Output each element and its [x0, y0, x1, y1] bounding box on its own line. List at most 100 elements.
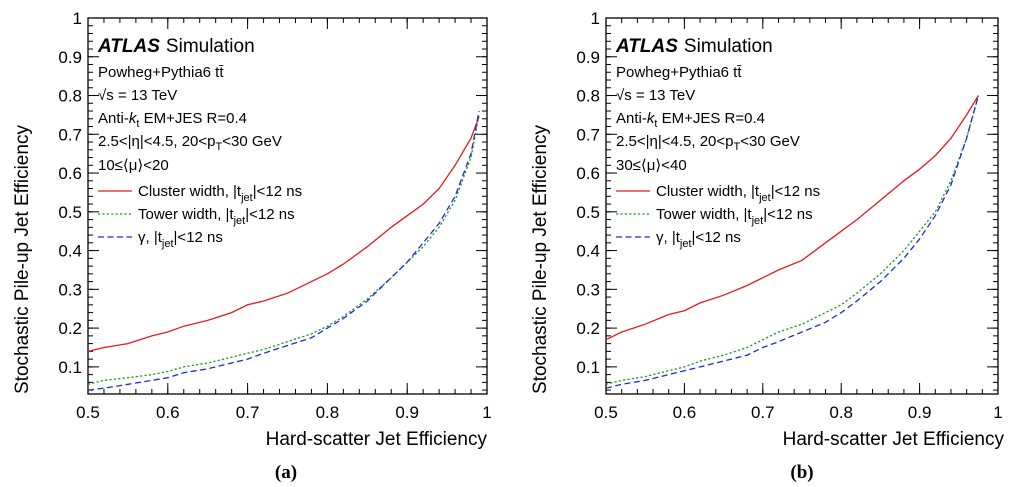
ticks-a — [87, 17, 488, 394]
kin-suffix-a: <30 GeV — [222, 133, 282, 150]
y-tick-labels-b: 0.1 0.2 0.3 0.4 0.5 0.6 0.7 0.8 0.9 1 — [576, 9, 600, 377]
x-tick-label-a-4: 0.9 — [395, 403, 419, 422]
kin-prefix-a: 2.5<|η|<4.5, 20<p — [98, 133, 215, 150]
y-tick-label-b-2: 0.3 — [576, 280, 600, 299]
kinematics-label-a: 2.5<|η|<4.5, 20<pT<30 GeV — [98, 133, 282, 153]
plot-frame-a — [87, 17, 488, 395]
y-tick-label-a-0: 0.1 — [58, 358, 82, 377]
legend-label-b-1: Tower width, |tjet|<12 ns — [656, 206, 813, 227]
ticks-b — [605, 17, 999, 394]
x-tick-label-a-1: 0.6 — [156, 403, 180, 422]
y-tick-label-b-4: 0.5 — [576, 203, 600, 222]
x-axis-title-a: Hard-scatter Jet Efficiency — [266, 429, 488, 450]
atlas-word-a: ATLAS — [97, 36, 160, 57]
jet-algo-k-b: k — [647, 110, 656, 127]
legend-label-end-b-2: |<12 ns — [692, 229, 741, 246]
kinematics-label-b: 2.5<|η|<4.5, 20<pT<30 GeV — [616, 133, 800, 153]
series-line-a-1 — [87, 114, 480, 385]
panel-a: 0.5 0.6 0.7 0.8 0.9 1 0.1 0.2 0.3 0.4 0.5 0.6 0.7 0.… — [12, 9, 492, 483]
y-tick-label-b-6: 0.7 — [576, 125, 600, 144]
y-tick-label-a-5: 0.6 — [58, 164, 82, 183]
panel-label-b: (b) — [790, 462, 813, 483]
x-tick-label-b-4: 0.9 — [908, 403, 932, 422]
pileup-label-b: 30≤⟨μ⟩<40 — [616, 157, 687, 174]
x-tick-labels-a: 0.5 0.6 0.7 0.8 0.9 1 — [76, 403, 492, 422]
y-tick-label-b-3: 0.4 — [576, 242, 600, 261]
jet-algo-prefix-a: Anti- — [98, 110, 129, 127]
y-tick-labels-a: 0.1 0.2 0.3 0.4 0.5 0.6 0.7 0.8 0.9 1 — [58, 9, 82, 377]
y-tick-label-b-8: 0.9 — [576, 48, 600, 67]
legend-label-end-a-0: |<12 ns — [253, 183, 302, 200]
series-line-b-2 — [605, 95, 980, 389]
legend-label-b-0: Cluster width, |tjet|<12 ns — [656, 183, 820, 204]
legend-label-sub-b-1: jet — [751, 215, 764, 227]
series-line-a-0 — [87, 116, 480, 353]
x-tick-labels-b: 0.5 0.6 0.7 0.8 0.9 1 — [594, 403, 1003, 422]
legend-label-end-b-0: |<12 ns — [771, 183, 820, 200]
y-tick-label-b-9: 1 — [591, 9, 600, 28]
x-tick-label-b-0: 0.5 — [594, 403, 618, 422]
legend-label-main-a-1: Tower width, |t — [138, 206, 234, 223]
jet-algo-suffix-a: EM+JES R=0.4 — [139, 110, 247, 127]
legend-label-end-a-2: |<12 ns — [174, 229, 223, 246]
legend-label-sub-a-2: jet — [161, 238, 174, 250]
jet-algo-sub-b: t — [654, 118, 657, 130]
y-tick-label-a-8: 0.9 — [58, 48, 82, 67]
legend-label-main-b-1: Tower width, |t — [656, 206, 752, 223]
y-tick-label-b-5: 0.6 — [576, 164, 600, 183]
y-tick-label-a-2: 0.3 — [58, 280, 82, 299]
y-tick-label-a-4: 0.5 — [58, 203, 82, 222]
kin-sub-a: T — [215, 141, 222, 153]
legend-label-b-2: γ, |tjet|<12 ns — [656, 229, 741, 250]
legend-label-main-a-0: Cluster width, |t — [138, 183, 242, 200]
jet-algo-label-b: Anti-kt EM+JES R=0.4 — [616, 110, 765, 130]
x-tick-label-b-1: 0.6 — [673, 403, 697, 422]
legend-label-main-a-2: γ, |t — [138, 229, 163, 246]
y-tick-label-b-1: 0.2 — [576, 319, 600, 338]
jet-algo-label-a: Anti-kt EM+JES R=0.4 — [98, 110, 247, 130]
energy-label-b: √s = 13 TeV — [616, 87, 695, 104]
jet-algo-k-a: k — [129, 110, 138, 127]
kin-suffix-b: <30 GeV — [740, 133, 800, 150]
series-lines-b — [605, 95, 980, 389]
y-tick-label-a-7: 0.8 — [58, 87, 82, 106]
y-tick-label-a-6: 0.7 — [58, 125, 82, 144]
y-tick-label-a-9: 1 — [73, 9, 82, 28]
atlas-label-a: ATLAS Simulation — [97, 36, 255, 57]
legend-label-main-b-0: Cluster width, |t — [656, 183, 760, 200]
kin-prefix-b: 2.5<|η|<4.5, 20<p — [616, 133, 733, 150]
x-tick-label-a-3: 0.8 — [316, 403, 340, 422]
legend-label-end-a-1: |<12 ns — [245, 206, 294, 223]
plot-frame-b — [605, 17, 999, 395]
x-tick-label-b-5: 1 — [993, 403, 1002, 422]
energy-label-a: √s = 13 TeV — [98, 87, 177, 104]
atlas-word-b: ATLAS — [615, 36, 678, 57]
simulation-word-b: Simulation — [684, 36, 773, 57]
y-axis-title-b: Stochastic Pile-up Jet Efficiency — [530, 125, 551, 394]
panel-label-a: (a) — [275, 462, 297, 483]
simulation-word-a: Simulation — [166, 36, 255, 57]
x-tick-label-b-3: 0.8 — [829, 403, 853, 422]
jet-algo-prefix-b: Anti- — [616, 110, 647, 127]
legend-label-a-1: Tower width, |tjet|<12 ns — [138, 206, 295, 227]
series-line-b-1 — [605, 95, 980, 385]
series-line-b-0 — [605, 95, 979, 341]
panel-b: 0.5 0.6 0.7 0.8 0.9 1 0.10.20.30.40.50.60.70.… — [530, 9, 1004, 483]
pileup-label-a: 10≤⟨μ⟩<20 — [98, 157, 169, 174]
jet-algo-suffix-b: EM+JES R=0.4 — [657, 110, 765, 127]
y-tick-label-a-3: 0.4 — [58, 242, 82, 261]
legend-label-a-2: γ, |tjet|<12 ns — [138, 229, 223, 250]
y-tick-label-a-1: 0.2 — [58, 319, 82, 338]
legend-label-sub-a-1: jet — [233, 215, 246, 227]
generator-label-a: Powheg+Pythia6 tt̄ — [98, 64, 224, 81]
legend-label-a-0: Cluster width, |tjet|<12 ns — [138, 183, 302, 204]
series-line-a-2 — [87, 110, 480, 391]
legend-label-sub-b-0: jet — [758, 192, 771, 204]
kin-sub-b: T — [733, 141, 740, 153]
x-axis-title-b: Hard-scatter Jet Efficiency — [783, 429, 1005, 450]
y-tick-label-b-0: 0.1 — [576, 358, 600, 377]
legend-label-end-b-1: |<12 ns — [763, 206, 812, 223]
